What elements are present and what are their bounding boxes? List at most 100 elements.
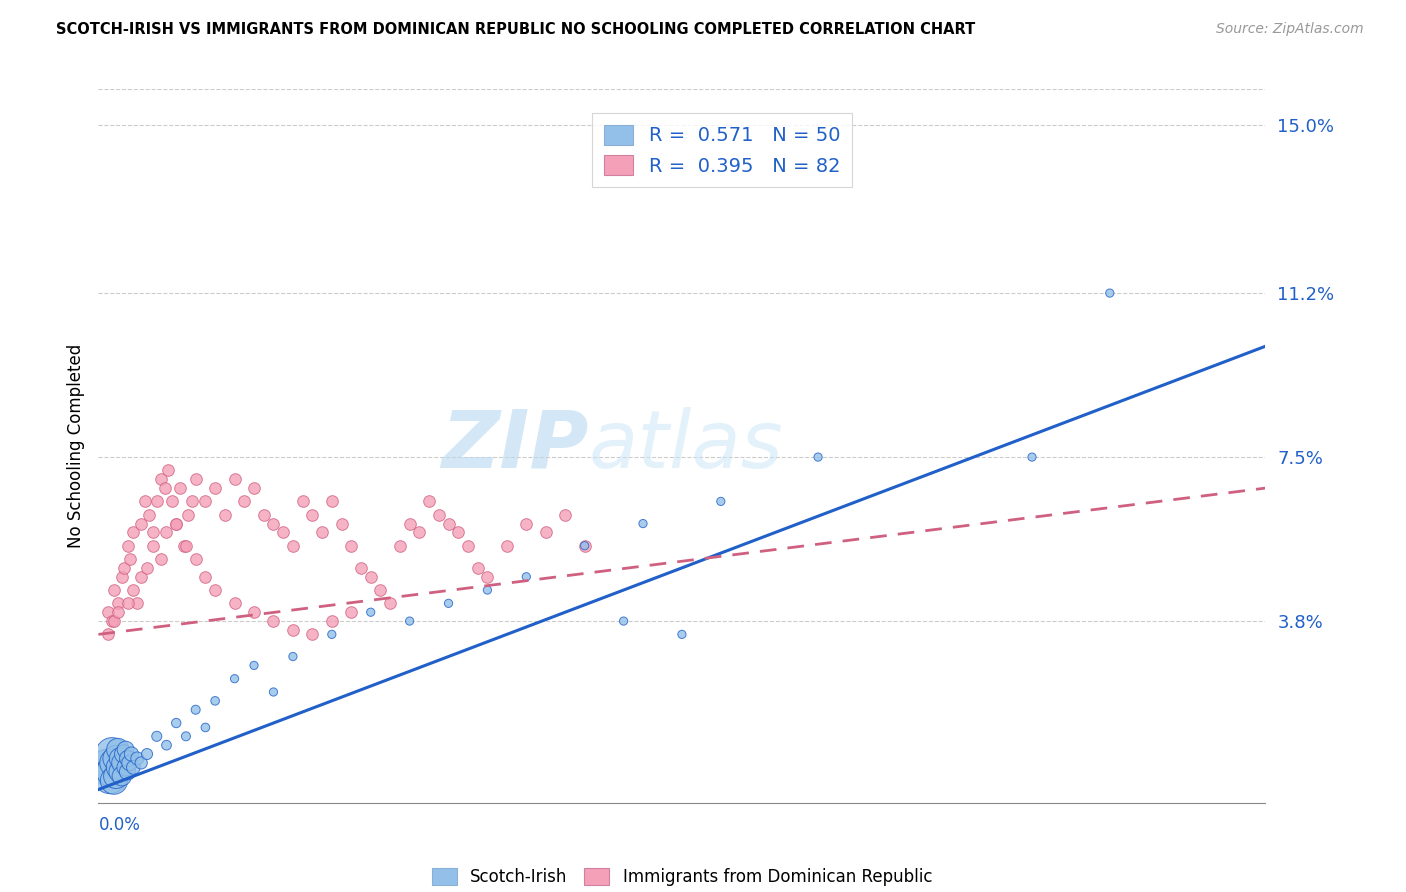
Point bbox=[122, 760, 145, 774]
Point bbox=[214, 508, 236, 522]
Point bbox=[136, 561, 159, 575]
Point bbox=[117, 539, 139, 553]
Point bbox=[104, 751, 127, 765]
Point bbox=[129, 516, 152, 531]
Point bbox=[457, 539, 479, 553]
Point bbox=[149, 552, 172, 566]
Point bbox=[146, 494, 169, 508]
Point bbox=[173, 539, 195, 553]
Point bbox=[112, 561, 135, 575]
Point bbox=[301, 627, 323, 641]
Point bbox=[149, 472, 172, 486]
Point bbox=[418, 494, 440, 508]
Point bbox=[360, 570, 382, 584]
Point bbox=[437, 516, 460, 531]
Point bbox=[224, 472, 246, 486]
Point bbox=[281, 649, 304, 664]
Point bbox=[671, 627, 693, 641]
Point bbox=[157, 463, 180, 477]
Point bbox=[408, 525, 430, 540]
Point bbox=[350, 561, 373, 575]
Point bbox=[437, 596, 460, 610]
Point bbox=[467, 561, 489, 575]
Point bbox=[253, 508, 276, 522]
Point bbox=[127, 751, 149, 765]
Point bbox=[710, 494, 733, 508]
Point bbox=[477, 582, 499, 597]
Point bbox=[103, 582, 125, 597]
Point bbox=[301, 508, 323, 522]
Point bbox=[330, 516, 353, 531]
Point bbox=[162, 494, 184, 508]
Point bbox=[224, 672, 246, 686]
Point bbox=[631, 516, 654, 531]
Point bbox=[233, 494, 256, 508]
Point bbox=[108, 764, 131, 779]
Point bbox=[117, 596, 139, 610]
Point bbox=[118, 552, 141, 566]
Text: Source: ZipAtlas.com: Source: ZipAtlas.com bbox=[1216, 22, 1364, 37]
Point bbox=[184, 552, 207, 566]
Point bbox=[243, 658, 266, 673]
Point bbox=[112, 747, 135, 761]
Point bbox=[1098, 286, 1121, 301]
Point bbox=[262, 685, 284, 699]
Point bbox=[165, 516, 187, 531]
Point bbox=[142, 539, 165, 553]
Point bbox=[427, 508, 450, 522]
Text: 0.0%: 0.0% bbox=[98, 815, 141, 834]
Point bbox=[127, 596, 149, 610]
Point bbox=[114, 760, 136, 774]
Point bbox=[122, 582, 145, 597]
Point bbox=[117, 751, 139, 765]
Point bbox=[398, 516, 420, 531]
Text: SCOTCH-IRISH VS IMMIGRANTS FROM DOMINICAN REPUBLIC NO SCHOOLING COMPLETED CORREL: SCOTCH-IRISH VS IMMIGRANTS FROM DOMINICA… bbox=[56, 22, 976, 37]
Text: ZIP: ZIP bbox=[441, 407, 589, 485]
Point bbox=[204, 694, 226, 708]
Point bbox=[118, 756, 141, 770]
Point bbox=[174, 539, 197, 553]
Point bbox=[184, 472, 207, 486]
Point bbox=[111, 769, 134, 783]
Point bbox=[111, 756, 134, 770]
Point bbox=[291, 494, 314, 508]
Point bbox=[243, 481, 266, 495]
Point bbox=[104, 769, 127, 783]
Point bbox=[495, 539, 517, 553]
Point bbox=[97, 605, 120, 619]
Point bbox=[398, 614, 420, 628]
Point bbox=[194, 570, 217, 584]
Point bbox=[574, 539, 596, 553]
Point bbox=[447, 525, 470, 540]
Point bbox=[121, 747, 143, 761]
Point bbox=[515, 570, 537, 584]
Point bbox=[169, 481, 191, 495]
Point bbox=[515, 516, 537, 531]
Point bbox=[155, 525, 177, 540]
Point bbox=[388, 539, 411, 553]
Point bbox=[1021, 450, 1043, 464]
Point bbox=[370, 582, 392, 597]
Point bbox=[177, 508, 200, 522]
Legend: Scotch-Irish, Immigrants from Dominican Republic: Scotch-Irish, Immigrants from Dominican … bbox=[425, 861, 939, 892]
Point bbox=[111, 570, 134, 584]
Point bbox=[103, 773, 125, 788]
Point bbox=[97, 760, 120, 774]
Point bbox=[281, 539, 304, 553]
Point bbox=[194, 721, 217, 735]
Point bbox=[340, 539, 363, 553]
Text: atlas: atlas bbox=[589, 407, 783, 485]
Point bbox=[321, 614, 343, 628]
Point bbox=[204, 481, 226, 495]
Point bbox=[184, 703, 207, 717]
Point bbox=[165, 516, 187, 531]
Point bbox=[574, 539, 596, 553]
Point bbox=[378, 596, 402, 610]
Point bbox=[165, 716, 187, 731]
Point bbox=[153, 481, 176, 495]
Point bbox=[101, 764, 124, 779]
Point bbox=[107, 605, 129, 619]
Point bbox=[262, 516, 284, 531]
Point bbox=[224, 596, 246, 610]
Y-axis label: No Schooling Completed: No Schooling Completed bbox=[66, 344, 84, 548]
